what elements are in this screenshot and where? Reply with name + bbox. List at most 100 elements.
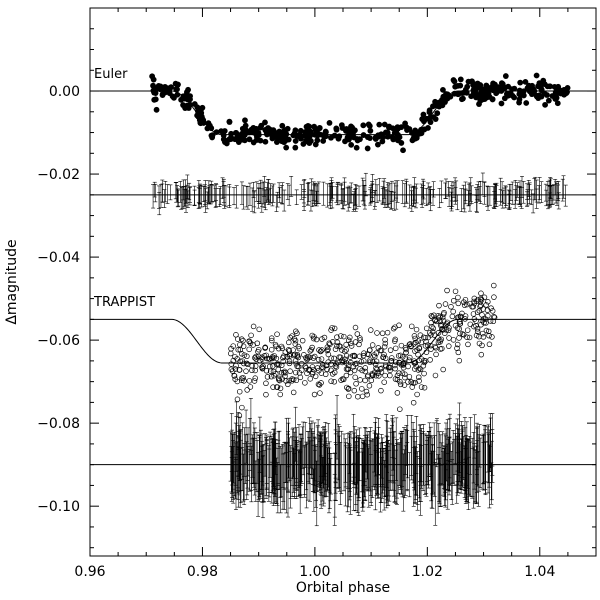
data-point: [490, 318, 497, 325]
data-point: [343, 366, 350, 372]
data-point: [535, 83, 541, 90]
y-tick-label: −0.10: [37, 499, 80, 515]
data-point: [287, 351, 293, 358]
data-point: [459, 310, 465, 317]
data-point: [547, 83, 553, 90]
data-point: [410, 399, 417, 406]
x-tick-label: 0.98: [187, 564, 218, 580]
data-point: [353, 360, 360, 367]
data-point: [276, 377, 283, 384]
data-point: [382, 129, 389, 136]
data-point: [309, 364, 316, 370]
data-point: [395, 131, 401, 138]
data-point: [280, 354, 286, 361]
data-point: [455, 294, 461, 301]
data-point: [499, 81, 506, 87]
data-point: [437, 318, 444, 325]
data-point: [378, 347, 385, 354]
data-point: [417, 130, 423, 137]
euler-label: Euler: [94, 67, 128, 82]
data-point: [331, 379, 338, 385]
data-point: [417, 332, 424, 338]
data-point: [252, 375, 258, 381]
data-point: [286, 377, 292, 384]
data-point: [273, 361, 280, 368]
data-point: [397, 381, 404, 388]
data-point: [420, 363, 427, 369]
data-point: [281, 353, 287, 359]
data-point: [457, 330, 463, 337]
data-point: [248, 332, 254, 339]
data-point: [235, 139, 242, 145]
data-point: [273, 371, 279, 377]
data-point: [367, 127, 374, 134]
data-point: [169, 93, 176, 100]
data-point: [387, 367, 393, 374]
data-point: [239, 375, 245, 381]
data-point: [326, 119, 333, 126]
data-point: [234, 378, 241, 385]
data-point: [323, 362, 330, 369]
data-point: [306, 367, 312, 373]
data-point: [446, 343, 452, 349]
data-point: [264, 131, 270, 138]
data-point: [329, 371, 336, 377]
data-point: [339, 357, 345, 363]
data-point: [199, 104, 206, 111]
data-point: [263, 391, 269, 398]
data-point: [287, 334, 293, 341]
data-point: [448, 304, 454, 310]
data-point: [364, 391, 370, 398]
data-point: [235, 346, 241, 353]
data-point: [298, 360, 305, 367]
data-point: [315, 356, 322, 363]
data-point: [372, 134, 379, 141]
data-point: [413, 363, 419, 370]
data-point: [286, 339, 292, 346]
data-point: [255, 348, 261, 355]
data-point: [474, 326, 481, 332]
data-point: [450, 337, 457, 343]
data-point: [485, 299, 491, 305]
data-point: [293, 360, 300, 367]
data-point: [302, 380, 308, 386]
data-point: [334, 343, 340, 349]
data-point: [405, 379, 411, 385]
data-point: [378, 369, 385, 375]
data-point: [187, 101, 194, 108]
data-point: [309, 371, 316, 377]
data-point: [236, 367, 243, 373]
data-point: [292, 337, 299, 344]
data-point: [337, 354, 344, 361]
data-point: [418, 384, 425, 390]
y-tick-label: −0.06: [37, 333, 80, 349]
data-point: [339, 376, 346, 382]
data-point: [392, 362, 398, 369]
data-point: [452, 288, 459, 295]
data-point: [241, 352, 248, 358]
data-point: [438, 321, 445, 328]
data-point: [244, 360, 250, 367]
data-point: [470, 303, 477, 310]
data-point: [464, 334, 470, 340]
data-point: [478, 351, 485, 358]
data-point: [396, 359, 402, 366]
data-point: [357, 377, 363, 383]
data-point: [486, 332, 492, 339]
data-point: [516, 99, 522, 106]
data-point: [562, 88, 569, 95]
data-point: [485, 328, 492, 335]
data-point: [274, 331, 280, 337]
data-point: [329, 325, 335, 331]
data-point: [394, 376, 401, 383]
data-point: [483, 327, 490, 334]
data-point: [220, 132, 227, 139]
data-point: [250, 342, 256, 348]
plot-area: [90, 72, 596, 527]
data-point: [329, 339, 336, 345]
data-point: [264, 374, 271, 380]
data-point: [436, 302, 442, 309]
data-point: [338, 377, 344, 383]
data-point: [489, 308, 496, 314]
data-point: [346, 393, 352, 400]
